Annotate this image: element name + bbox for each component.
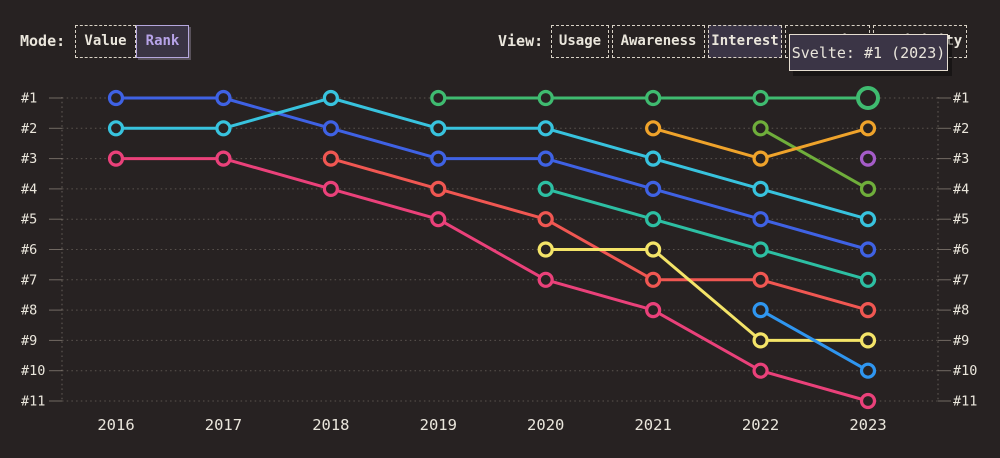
data-point-series-blue-2021[interactable] bbox=[645, 180, 662, 197]
data-point-series-salmon-2020[interactable] bbox=[537, 211, 554, 228]
rank-axis-label-right-11: #11 bbox=[953, 394, 977, 410]
year-label-2017: 2017 bbox=[205, 416, 242, 434]
rank-axis-label-left-6: #6 bbox=[21, 242, 37, 258]
data-point-series-pink-2020[interactable] bbox=[537, 271, 554, 288]
data-point-series-pink-2021[interactable] bbox=[645, 302, 662, 319]
data-point-series-salmon-2021[interactable] bbox=[645, 271, 662, 288]
line-series-teal bbox=[544, 187, 870, 282]
tooltip-svelte-rank: Svelte: #1 (2023) bbox=[789, 34, 948, 71]
rank-axis-label-left-1: #1 bbox=[21, 91, 37, 107]
view-interest-button[interactable]: Interest bbox=[708, 25, 782, 58]
data-point-series-pink-2016[interactable] bbox=[107, 150, 125, 167]
data-point-series-cyan-2022[interactable] bbox=[752, 180, 769, 197]
mode-value-button[interactable]: Value bbox=[75, 25, 136, 58]
data-point-series-teal-2022[interactable] bbox=[752, 241, 769, 258]
data-point-svelte-2023-highlighted[interactable] bbox=[856, 86, 880, 110]
year-label-2019: 2019 bbox=[420, 416, 457, 434]
data-point-series-salmon-2019[interactable] bbox=[430, 180, 447, 197]
rank-axis-label-right-7: #7 bbox=[953, 272, 969, 288]
mode-rank-button[interactable]: Rank bbox=[136, 25, 189, 58]
data-point-series-pink-2019[interactable] bbox=[430, 211, 447, 228]
data-point-series-sky-2023[interactable] bbox=[859, 362, 877, 379]
data-point-series-amber-2022[interactable] bbox=[752, 150, 769, 167]
rank-axis-label-right-5: #5 bbox=[953, 212, 969, 228]
data-point-series-yellow-2021[interactable] bbox=[645, 241, 662, 258]
line-series-sky bbox=[759, 308, 870, 373]
data-point-series-amber-2023[interactable] bbox=[859, 120, 877, 137]
year-label-2023: 2023 bbox=[849, 416, 886, 434]
year-label-2020: 2020 bbox=[527, 416, 564, 434]
rank-axis-label-right-10: #10 bbox=[953, 363, 977, 379]
line-series-lime bbox=[759, 126, 870, 191]
data-point-series-salmon-2022[interactable] bbox=[752, 271, 769, 288]
data-point-series-teal-2023[interactable] bbox=[859, 271, 877, 288]
rank-axis-label-right-1: #1 bbox=[953, 91, 969, 107]
data-point-svelte-2022[interactable] bbox=[752, 89, 769, 107]
year-label-2022: 2022 bbox=[742, 416, 779, 434]
data-point-series-yellow-2022[interactable] bbox=[752, 332, 769, 349]
data-point-series-salmon-2023[interactable] bbox=[859, 302, 877, 319]
rank-axis-label-right-2: #2 bbox=[953, 121, 969, 137]
data-point-series-blue-2019[interactable] bbox=[430, 150, 447, 167]
view-awareness-button[interactable]: Awareness bbox=[612, 25, 705, 58]
year-label-2016: 2016 bbox=[97, 416, 134, 434]
line-series-pink bbox=[114, 157, 870, 403]
line-series-blue bbox=[114, 96, 870, 251]
rank-axis-label-right-4: #4 bbox=[953, 181, 969, 197]
data-point-series-yellow-2023[interactable] bbox=[859, 332, 877, 349]
rank-axis-label-left-5: #5 bbox=[21, 212, 37, 228]
data-point-series-blue-2017[interactable] bbox=[215, 89, 232, 107]
rank-axis-label-right-3: #3 bbox=[953, 151, 969, 167]
rank-axis-label-left-2: #2 bbox=[21, 121, 37, 137]
data-point-series-pink-2017[interactable] bbox=[215, 150, 232, 167]
mode-toggle-group: Value Rank bbox=[75, 25, 189, 58]
rank-axis-label-left-3: #3 bbox=[21, 151, 37, 167]
data-point-series-cyan-2018[interactable] bbox=[322, 89, 339, 107]
data-point-series-cyan-2019[interactable] bbox=[430, 120, 447, 137]
rank-axis-label-left-9: #9 bbox=[21, 333, 37, 349]
data-point-series-teal-2020[interactable] bbox=[537, 180, 554, 197]
data-point-series-pink-2018[interactable] bbox=[322, 180, 339, 197]
data-point-series-lime-2023[interactable] bbox=[859, 180, 877, 197]
data-point-series-blue-2018[interactable] bbox=[322, 120, 339, 137]
rank-axis-label-left-11: #11 bbox=[21, 394, 45, 410]
rank-axis-label-left-8: #8 bbox=[21, 303, 37, 319]
data-point-series-blue-2022[interactable] bbox=[752, 211, 769, 228]
data-point-svelte-2021[interactable] bbox=[645, 89, 662, 107]
year-label-2018: 2018 bbox=[312, 416, 349, 434]
data-point-series-sky-2022[interactable] bbox=[752, 302, 769, 319]
data-point-series-amber-2021[interactable] bbox=[645, 120, 662, 137]
rank-axis-label-right-9: #9 bbox=[953, 333, 969, 349]
rank-axis-label-right-6: #6 bbox=[953, 242, 969, 258]
data-point-series-cyan-2020[interactable] bbox=[537, 120, 554, 137]
year-label-2021: 2021 bbox=[634, 416, 671, 434]
data-point-series-cyan-2017[interactable] bbox=[215, 120, 232, 137]
line-series-salmon bbox=[329, 157, 870, 312]
data-point-svelte-2020[interactable] bbox=[537, 89, 554, 107]
line-series-cyan bbox=[114, 96, 870, 221]
rank-axis-label-left-7: #7 bbox=[21, 272, 37, 288]
data-point-series-purple-2023[interactable] bbox=[859, 150, 877, 167]
data-point-svelte-2019[interactable] bbox=[430, 89, 447, 107]
rank-axis-label-left-4: #4 bbox=[21, 181, 37, 197]
data-point-series-pink-2022[interactable] bbox=[752, 362, 769, 379]
data-point-series-pink-2023[interactable] bbox=[859, 392, 877, 410]
data-point-series-blue-2016[interactable] bbox=[107, 89, 125, 107]
view-usage-button[interactable]: Usage bbox=[551, 25, 609, 58]
data-point-series-blue-2020[interactable] bbox=[537, 150, 554, 167]
mode-label: Mode: bbox=[20, 32, 66, 50]
data-point-series-lime-2022[interactable] bbox=[752, 120, 769, 137]
data-point-series-cyan-2023[interactable] bbox=[859, 211, 877, 228]
rank-axis-label-left-10: #10 bbox=[21, 363, 45, 379]
data-point-series-teal-2021[interactable] bbox=[645, 211, 662, 228]
data-point-series-salmon-2018[interactable] bbox=[322, 150, 339, 167]
data-point-series-cyan-2016[interactable] bbox=[107, 120, 125, 137]
data-point-series-cyan-2021[interactable] bbox=[645, 150, 662, 167]
view-label: View: bbox=[498, 32, 544, 50]
rank-axis-label-right-8: #8 bbox=[953, 303, 969, 319]
data-point-series-yellow-2020[interactable] bbox=[537, 241, 554, 258]
data-point-series-blue-2023[interactable] bbox=[859, 241, 877, 258]
